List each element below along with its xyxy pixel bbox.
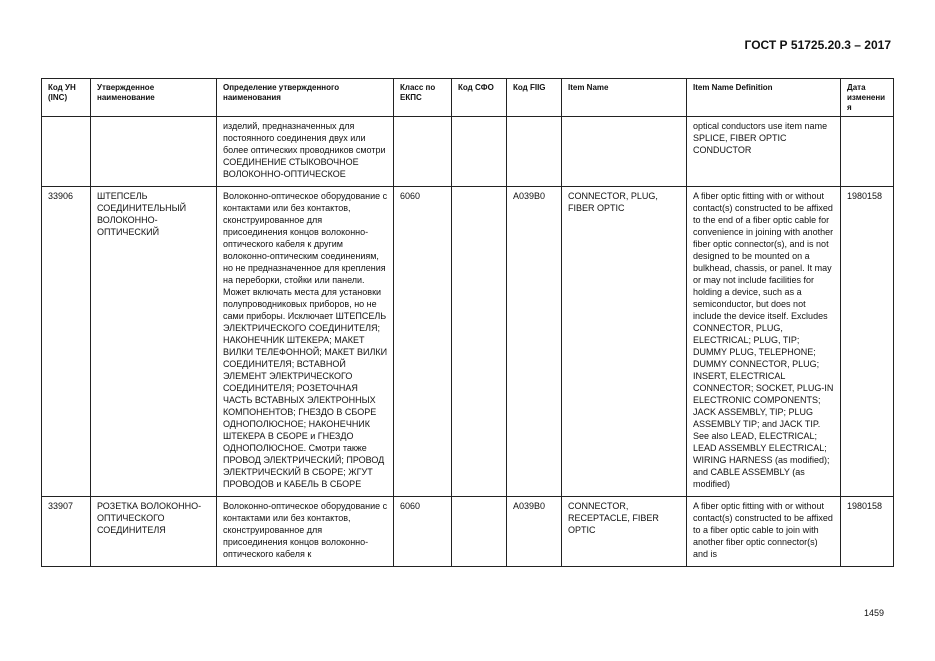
table-cell [451,186,507,497]
column-header: Дата изменения [840,78,894,117]
table-cell [840,116,894,187]
table-cell: Волоконно-оптическое оборудование с конт… [216,186,394,497]
column-header: Код СФО [451,78,507,117]
column-header: Утвержденное наименование [90,78,217,117]
column-header: Item Name Definition [686,78,841,117]
table-cell: РОЗЕТКА ВОЛОКОННО-ОПТИЧЕСКОГО СОЕДИНИТЕЛ… [90,496,217,567]
table-cell: A039B0 [506,496,562,567]
table-cell: A fiber optic fitting with or without co… [686,496,841,567]
table-row: изделий, предназначенных для постоянного… [41,116,894,187]
table-cell: A039B0 [506,186,562,497]
column-header: Код УН (INC) [41,78,91,117]
column-header: Определение утвержденного наименования [216,78,394,117]
table-cell [451,496,507,567]
table-cell: 33907 [41,496,91,567]
document-title: ГОСТ Р 51725.20.3 – 2017 [744,38,891,52]
table-cell: Волоконно-оптическое оборудование с конт… [216,496,394,567]
table-cell [41,116,91,187]
column-header: Код FIIG [506,78,562,117]
table-cell: изделий, предназначенных для постоянного… [216,116,394,187]
table-cell: ШТЕПСЕЛЬ СОЕДИНИТЕЛЬНЫЙ ВОЛОКОННО-ОПТИЧЕ… [90,186,217,497]
table-cell: CONNECTOR, RECEPTACLE, FIBER OPTIC [561,496,687,567]
table-cell: optical conductors use item name SPLICE,… [686,116,841,187]
table-cell [506,116,562,187]
table-cell [393,116,452,187]
table-cell: 6060 [393,496,452,567]
column-header: Item Name [561,78,687,117]
table-row: 33906 ШТЕПСЕЛЬ СОЕДИНИТЕЛЬНЫЙ ВОЛОКОННО-О… [41,186,894,497]
table-cell [561,116,687,187]
table-row: 33907 РОЗЕТКА ВОЛОКОННО-ОПТИЧЕСКОГО СОЕДИ… [41,496,894,567]
table-cell [90,116,217,187]
table-cell: 33906 [41,186,91,497]
table-cell: 1980158 [840,496,894,567]
data-table: Код УН (INC) Утвержденное наименование Опр… [41,78,894,567]
column-header: Класс по ЕКПС [393,78,452,117]
table-cell: 1980158 [840,186,894,497]
page-number: 1459 [863,608,884,618]
table-cell [451,116,507,187]
table-cell: A fiber optic fitting with or without co… [686,186,841,497]
table-cell: 6060 [393,186,452,497]
table-body: изделий, предназначенных для постоянного… [41,116,894,567]
header-row: Код УН (INC) Утвержденное наименование Опр… [41,78,894,117]
table-cell: CONNECTOR, PLUG, FIBER OPTIC [561,186,687,497]
